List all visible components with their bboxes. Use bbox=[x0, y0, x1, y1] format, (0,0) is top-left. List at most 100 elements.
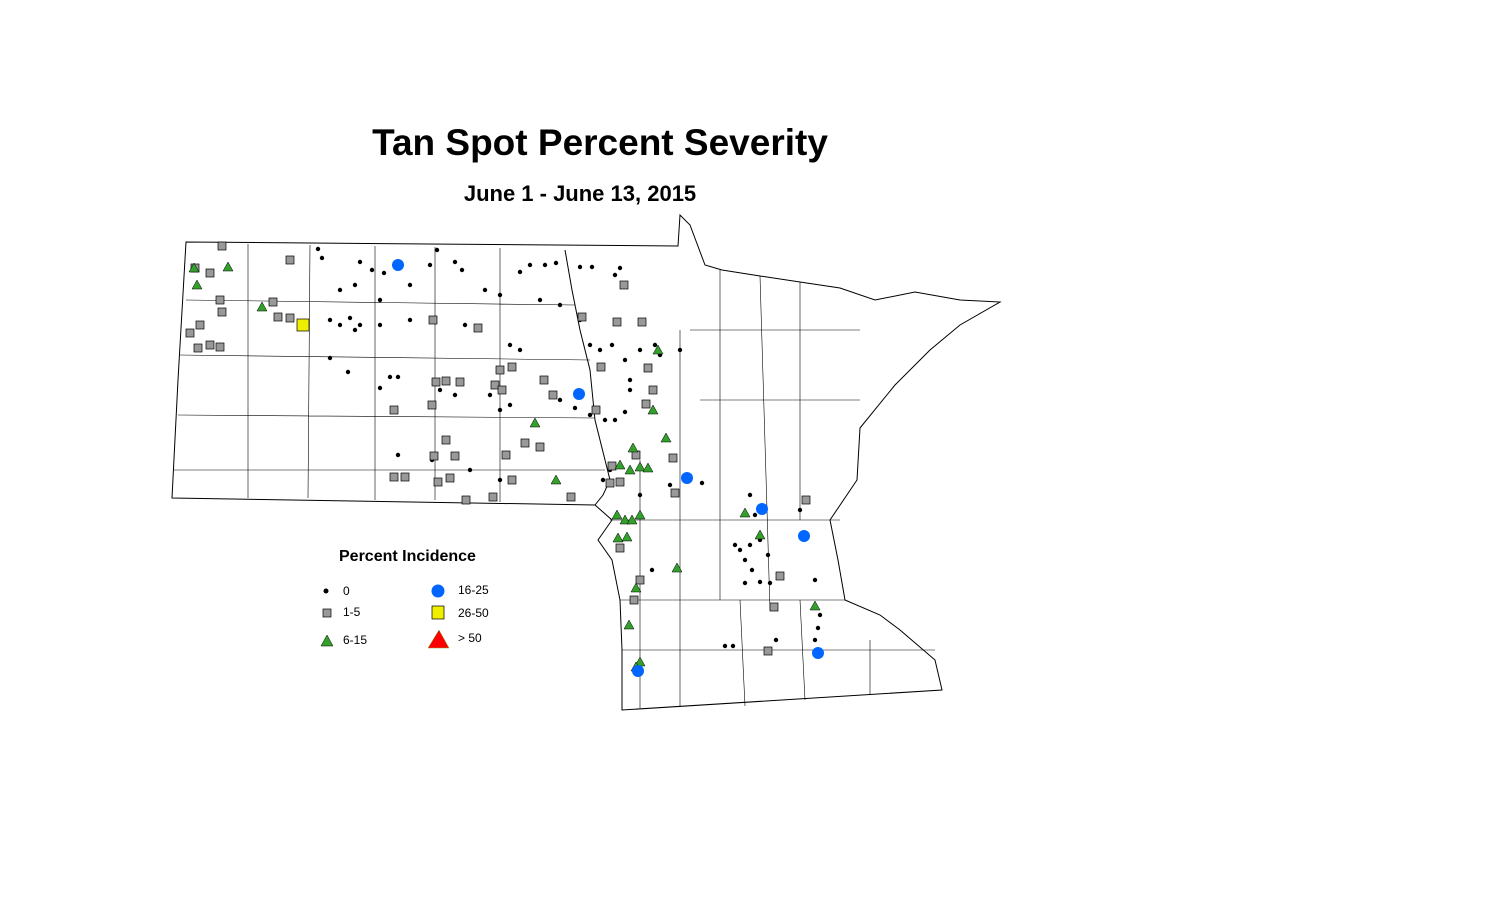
incidence-1-5-marker bbox=[629, 595, 639, 605]
incidence-6-15-marker bbox=[614, 459, 626, 470]
incidence-16-25-marker bbox=[392, 259, 404, 271]
incidence-6-15-marker bbox=[660, 432, 672, 443]
incidence-0-marker bbox=[377, 297, 383, 303]
incidence-6-15-marker bbox=[624, 464, 636, 475]
incidence-0-marker bbox=[387, 374, 393, 380]
incidence-1-5-marker bbox=[488, 492, 498, 502]
incidence-0-marker bbox=[542, 262, 548, 268]
incidence-0-marker bbox=[557, 302, 563, 308]
incidence-6-15-marker bbox=[647, 404, 659, 415]
incidence-0-marker bbox=[507, 342, 513, 348]
incidence-0-marker bbox=[319, 255, 325, 261]
incidence-1-5-marker bbox=[507, 475, 517, 485]
incidence-16-25-marker bbox=[573, 388, 585, 400]
incidence-1-5-marker bbox=[591, 405, 601, 415]
incidence-0-marker bbox=[527, 262, 533, 268]
incidence-1-5-marker bbox=[566, 492, 576, 502]
incidence-0-marker bbox=[517, 347, 523, 353]
incidence-1-5-marker bbox=[217, 307, 227, 317]
incidence-0-marker bbox=[815, 625, 821, 631]
incidence-1-5-marker bbox=[215, 342, 225, 352]
incidence-1-5-marker bbox=[268, 297, 278, 307]
incidence-0-marker bbox=[752, 512, 758, 518]
incidence-1-5-marker bbox=[205, 340, 215, 350]
legend-dot-icon bbox=[323, 588, 329, 594]
legend-square-yellow-icon bbox=[431, 605, 445, 620]
incidence-1-5-marker bbox=[431, 377, 441, 387]
incidence-1-5-marker bbox=[185, 328, 195, 338]
incidence-0-marker bbox=[797, 507, 803, 513]
incidence-1-5-marker bbox=[670, 488, 680, 498]
incidence-16-25-marker bbox=[756, 503, 768, 515]
incidence-1-5-marker bbox=[769, 602, 779, 612]
incidence-1-5-marker bbox=[441, 376, 451, 386]
incidence-16-25-marker bbox=[632, 665, 644, 677]
incidence-0-marker bbox=[377, 322, 383, 328]
incidence-0-marker bbox=[327, 355, 333, 361]
legend-triangle-red-icon bbox=[427, 629, 450, 649]
incidence-0-marker bbox=[407, 317, 413, 323]
incidence-0-marker bbox=[627, 377, 633, 383]
incidence-0-marker bbox=[395, 374, 401, 380]
red-river-border bbox=[564, 249, 611, 506]
incidence-6-15-marker bbox=[550, 474, 562, 485]
incidence-0-marker bbox=[337, 287, 343, 293]
incidence-1-5-marker bbox=[428, 315, 438, 325]
legend-symbols bbox=[320, 584, 450, 649]
incidence-0-marker bbox=[553, 260, 559, 266]
incidence-0-marker bbox=[587, 412, 593, 418]
legend-label: > 50 bbox=[458, 631, 482, 645]
incidence-0-marker bbox=[597, 347, 603, 353]
incidence-1-5-marker bbox=[501, 450, 511, 460]
incidence-1-5-marker bbox=[637, 317, 647, 327]
incidence-1-5-marker bbox=[429, 451, 439, 461]
incidence-6-15-marker bbox=[619, 514, 631, 525]
incidence-1-5-marker bbox=[648, 385, 658, 395]
legend-label: 26-50 bbox=[458, 606, 489, 620]
incidence-0-marker bbox=[357, 322, 363, 328]
incidence-0-marker bbox=[352, 282, 358, 288]
incidence-0-marker bbox=[377, 385, 383, 391]
incidence-0-marker bbox=[357, 259, 363, 265]
map-title: Tan Spot Percent Severity bbox=[372, 122, 828, 163]
legend-square-gray-icon bbox=[322, 608, 332, 618]
incidence-1-5-marker bbox=[535, 442, 545, 452]
incidence-0-marker bbox=[497, 292, 503, 298]
incidence-1-5-marker bbox=[473, 323, 483, 333]
incidence-0-marker bbox=[537, 297, 543, 303]
incidence-1-5-marker bbox=[205, 268, 215, 278]
incidence-0-marker bbox=[765, 552, 771, 558]
incidence-1-5-marker bbox=[285, 313, 295, 323]
incidence-1-5-marker bbox=[215, 295, 225, 305]
incidence-0-marker bbox=[757, 579, 763, 585]
incidence-0-marker bbox=[497, 477, 503, 483]
incidence-0-marker bbox=[437, 387, 443, 393]
incidence-6-15-marker bbox=[222, 261, 234, 272]
incidence-0-marker bbox=[817, 612, 823, 618]
incidence-1-5-marker bbox=[668, 453, 678, 463]
incidence-1-5-marker bbox=[273, 312, 283, 322]
incidence-0-marker bbox=[767, 580, 773, 586]
incidence-0-marker bbox=[395, 452, 401, 458]
incidence-16-25-marker bbox=[798, 530, 810, 542]
incidence-0-marker bbox=[622, 409, 628, 415]
incidence-6-15-marker bbox=[634, 461, 646, 472]
incidence-0-marker bbox=[652, 342, 658, 348]
incidence-1-5-marker bbox=[450, 451, 460, 461]
incidence-6-15-marker bbox=[642, 462, 654, 473]
incidence-1-5-marker bbox=[605, 478, 615, 488]
incidence-0-marker bbox=[327, 317, 333, 323]
incidence-26-50-marker bbox=[296, 318, 310, 332]
incidence-6-15-marker bbox=[671, 562, 683, 573]
incidence-1-5-marker bbox=[801, 495, 811, 505]
incidence-1-5-marker bbox=[497, 385, 507, 395]
incidence-0-marker bbox=[337, 322, 343, 328]
incidence-0-marker bbox=[732, 542, 738, 548]
incidence-6-15-marker bbox=[634, 509, 646, 520]
incidence-0-marker bbox=[742, 557, 748, 563]
incidence-0-marker bbox=[462, 322, 468, 328]
incidence-1-5-marker bbox=[596, 362, 606, 372]
incidence-6-15-marker bbox=[612, 532, 624, 543]
legend-label: 16-25 bbox=[458, 583, 489, 597]
